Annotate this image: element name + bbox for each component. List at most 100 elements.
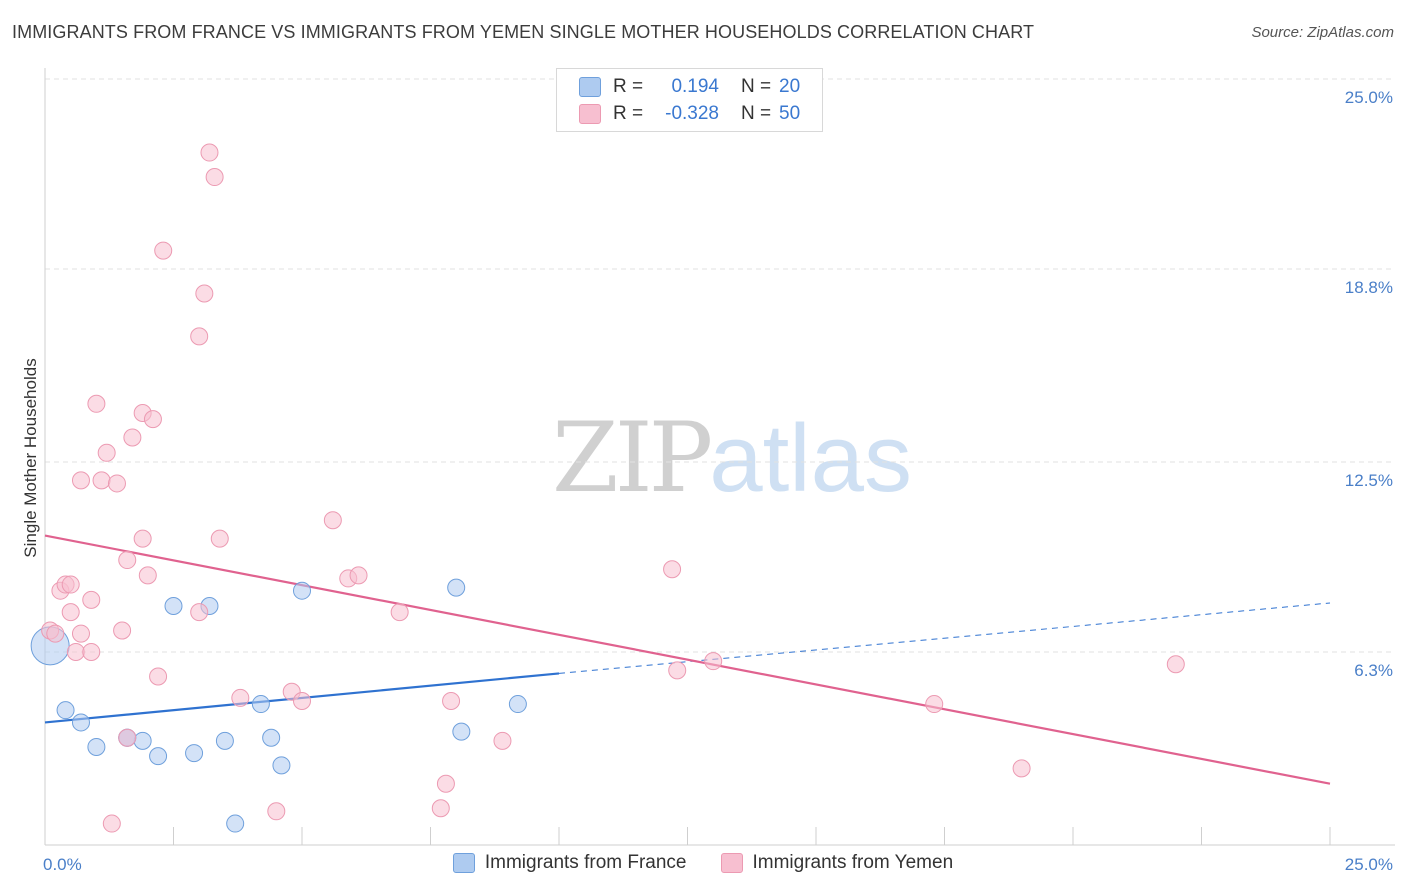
data-points xyxy=(30,143,1185,833)
stats-legend: R = 0.194 N = 20 R = -0.328 N = 50 xyxy=(556,68,823,132)
y-tick-label: 18.8% xyxy=(1345,278,1393,297)
data-point-yemen xyxy=(493,731,512,750)
data-point-france xyxy=(226,814,245,833)
data-point-yemen xyxy=(118,551,137,570)
watermark-zip: ZIP xyxy=(552,402,713,514)
data-point-yemen xyxy=(113,621,132,640)
legend-item-yemen[interactable]: Immigrants from Yemen xyxy=(720,852,954,874)
data-point-france xyxy=(164,597,183,616)
data-point-france xyxy=(447,578,466,597)
data-point-france xyxy=(87,737,106,756)
data-point-yemen xyxy=(133,529,152,548)
data-point-yemen xyxy=(118,728,137,747)
legend-n-value: 20 xyxy=(779,76,801,97)
axes xyxy=(44,68,1395,846)
data-point-yemen xyxy=(97,443,116,462)
legend-row-france: R = 0.194 N = 20 xyxy=(579,75,800,99)
y-tick-label: 25.0% xyxy=(1345,88,1393,107)
data-point-yemen xyxy=(82,590,101,609)
data-point-yemen xyxy=(87,394,106,413)
data-point-yemen xyxy=(61,575,80,594)
data-point-yemen xyxy=(704,652,723,671)
data-point-yemen xyxy=(436,774,455,793)
data-point-france xyxy=(262,728,281,747)
data-point-yemen xyxy=(195,284,214,303)
data-point-france xyxy=(251,695,270,714)
legend-r-value: -0.328 xyxy=(665,103,719,124)
legend-n-label: N = xyxy=(741,76,772,97)
data-point-yemen xyxy=(663,560,682,579)
data-point-france xyxy=(293,581,311,600)
data-point-yemen xyxy=(231,688,250,707)
legend-r-label: R = xyxy=(613,103,644,124)
data-point-yemen xyxy=(107,474,126,493)
y-tick-label: 12.5% xyxy=(1345,471,1393,490)
trend-lines xyxy=(44,534,1331,785)
data-point-yemen xyxy=(102,814,121,833)
data-point-yemen xyxy=(143,410,162,429)
trend-line-yemen xyxy=(44,534,1331,785)
data-point-yemen xyxy=(71,624,90,643)
legend-item-france[interactable]: Immigrants from France xyxy=(452,852,687,874)
data-point-yemen xyxy=(925,695,944,714)
data-point-france xyxy=(133,731,152,750)
data-point-yemen xyxy=(149,667,168,686)
data-point-yemen xyxy=(123,428,142,447)
data-point-yemen xyxy=(323,511,342,530)
data-point-yemen xyxy=(190,327,209,346)
legend-n-value: 50 xyxy=(779,103,801,124)
legend-swatch-france xyxy=(452,853,475,873)
data-point-yemen xyxy=(1166,655,1185,674)
data-point-yemen xyxy=(349,566,368,585)
data-point-yemen xyxy=(431,799,450,818)
y-tick-label: 6.3% xyxy=(1354,661,1393,680)
data-point-france xyxy=(149,747,168,766)
data-point-france xyxy=(185,744,204,763)
data-point-yemen xyxy=(190,603,209,622)
data-point-yemen xyxy=(154,241,173,260)
data-point-yemen xyxy=(61,603,80,622)
data-point-france xyxy=(452,722,471,741)
data-point-yemen xyxy=(390,603,409,622)
data-point-yemen xyxy=(267,802,286,821)
legend-label-france: Immigrants from France xyxy=(484,852,687,873)
data-point-yemen xyxy=(205,168,224,187)
data-point-yemen xyxy=(71,471,90,490)
data-point-yemen xyxy=(668,661,687,680)
legend-swatch-yemen xyxy=(579,104,601,124)
data-point-yemen xyxy=(210,529,229,548)
tick-labels: 6.3% 12.5% 18.8% 25.0% 0.0% 25.0% xyxy=(43,88,1393,874)
data-point-yemen xyxy=(138,566,157,585)
data-point-yemen xyxy=(92,471,111,490)
grid-lines xyxy=(45,78,1395,653)
legend-r-value: 0.194 xyxy=(671,76,719,97)
y-axis-label: Single Mother Households xyxy=(21,358,40,557)
x-tick-label: 25.0% xyxy=(1345,855,1393,874)
watermark-atlas: atlas xyxy=(709,405,912,512)
data-point-yemen xyxy=(1012,759,1031,778)
data-point-yemen xyxy=(46,624,65,643)
trend-line-france-projection xyxy=(558,602,1331,674)
watermark: ZIPatlas xyxy=(552,402,912,514)
data-point-france xyxy=(508,695,527,714)
data-point-france xyxy=(272,756,291,775)
data-point-yemen xyxy=(293,691,311,710)
legend-label-yemen: Immigrants from Yemen xyxy=(752,852,954,873)
legend-n-label: N = xyxy=(741,103,772,124)
data-point-yemen xyxy=(200,143,219,162)
x-tick-label: 0.0% xyxy=(43,855,82,874)
data-point-france xyxy=(56,701,75,720)
chart-title: IMMIGRANTS FROM FRANCE VS IMMIGRANTS FRO… xyxy=(12,22,1035,42)
source-label: Source: ZipAtlas.com xyxy=(1251,24,1394,41)
data-point-yemen xyxy=(442,691,461,710)
series-legend: Immigrants from France Immigrants from Y… xyxy=(0,852,1406,874)
legend-row-yemen: R = -0.328 N = 50 xyxy=(579,102,800,126)
legend-r-label: R = xyxy=(613,76,644,97)
legend-swatch-france xyxy=(579,77,601,97)
data-point-yemen xyxy=(82,642,101,661)
data-point-france xyxy=(71,713,90,732)
data-point-yemen xyxy=(66,642,85,661)
legend-swatch-yemen xyxy=(720,853,743,873)
data-point-france xyxy=(215,731,234,750)
